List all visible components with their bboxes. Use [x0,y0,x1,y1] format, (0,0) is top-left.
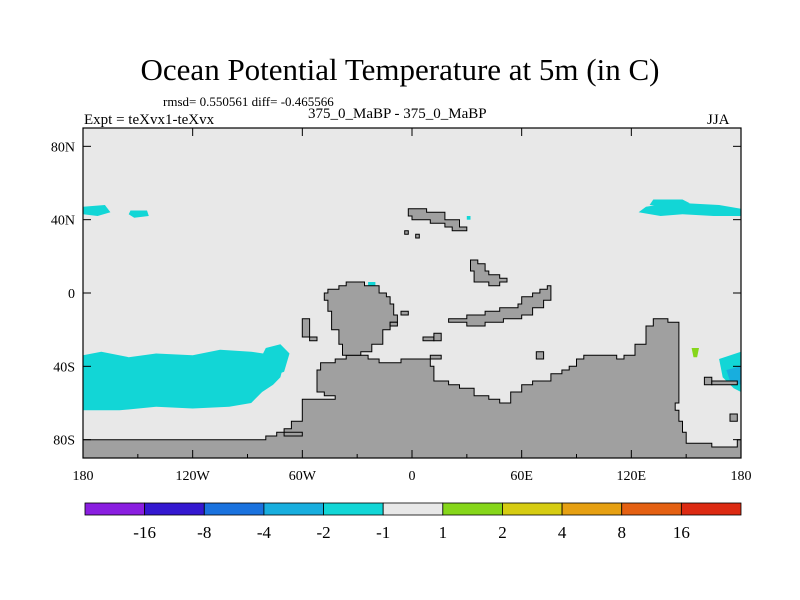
y-tick-label: 80N [51,140,75,155]
anomaly-region [691,348,699,358]
land-mask [429,354,442,360]
y-tick-label: 0 [68,287,75,302]
land-mask [448,285,552,327]
anomaly-region [368,282,376,286]
season-label: JJA [707,112,730,128]
colorbar-label: 2 [498,523,507,542]
land-mask [283,431,303,437]
land-mask [535,351,545,360]
anomaly-region [466,216,471,220]
y-tick-label: 40S [53,360,75,375]
colorbar-label: -8 [197,523,211,542]
colorbar-label: 1 [439,523,448,542]
anomaly-region [128,210,149,218]
colorbar-swatch [680,502,742,516]
land-mask [400,310,409,316]
axes: 180 120W 60W 0 60E 120E 180 80N 40N 0 40S 80S [51,128,752,484]
y-tick-label: 80S [53,434,75,449]
land-mask [703,376,713,386]
land-mask [729,413,738,422]
land-mask [422,336,435,342]
land-mask [301,318,311,338]
colorbar-swatch [621,502,682,516]
land-mask [415,233,420,239]
land-mask [389,321,398,327]
land-mask [711,380,738,386]
stats-label: rmsd= 0.550561 diff= -0.465566 [163,94,334,109]
land-mask [407,208,468,232]
case-label: 375_0_MaBP - 375_0_MaBP [308,106,487,122]
x-tick-label: 0 [409,469,416,484]
colorbar: -16 -8 -4 -2 -1 1 2 4 8 16 [84,502,742,542]
colorbar-swatch [144,502,205,516]
colorbar-label: -16 [133,523,156,542]
land-mask [83,318,741,458]
anomaly-region [83,205,111,216]
experiment-label: Expt = teXvx1-teXvx [84,112,215,128]
x-tick-label: 180 [731,469,752,484]
colorbar-swatch [561,502,623,516]
land-layer [83,208,741,458]
anomaly-layer [83,199,741,411]
x-tick-label: 60W [289,469,317,484]
anomaly-region [258,344,290,378]
anomaly-region [638,203,741,216]
x-tick-label: 120W [176,469,211,484]
anomaly-region [726,366,741,385]
colorbar-swatch [382,502,444,516]
colorbar-swatch [203,502,265,516]
colorbar-swatch [84,502,146,516]
colorbar-label: 8 [617,523,626,542]
colorbar-label: 16 [673,523,690,542]
x-tick-label: 180 [73,469,94,484]
colorbar-label: 4 [558,523,567,542]
anomaly-region [83,349,285,411]
colorbar-swatch [263,502,324,516]
land-mask [470,259,508,287]
y-tick-label: 40N [51,214,75,229]
land-mask [404,230,409,235]
land-mask [433,332,442,342]
colorbar-swatch [502,502,563,516]
x-tick-label: 60E [510,469,533,484]
chart-title: Ocean Potential Temperature at 5m (in C) [140,52,660,87]
land-mask [323,281,398,356]
colorbar-label: -4 [257,523,272,542]
colorbar-swatch [442,502,503,516]
colorbar-label: -1 [376,523,390,542]
colorbar-swatch [323,502,384,516]
colorbar-label: -2 [316,523,330,542]
x-tick-label: 120E [617,469,647,484]
land-mask [309,336,318,342]
